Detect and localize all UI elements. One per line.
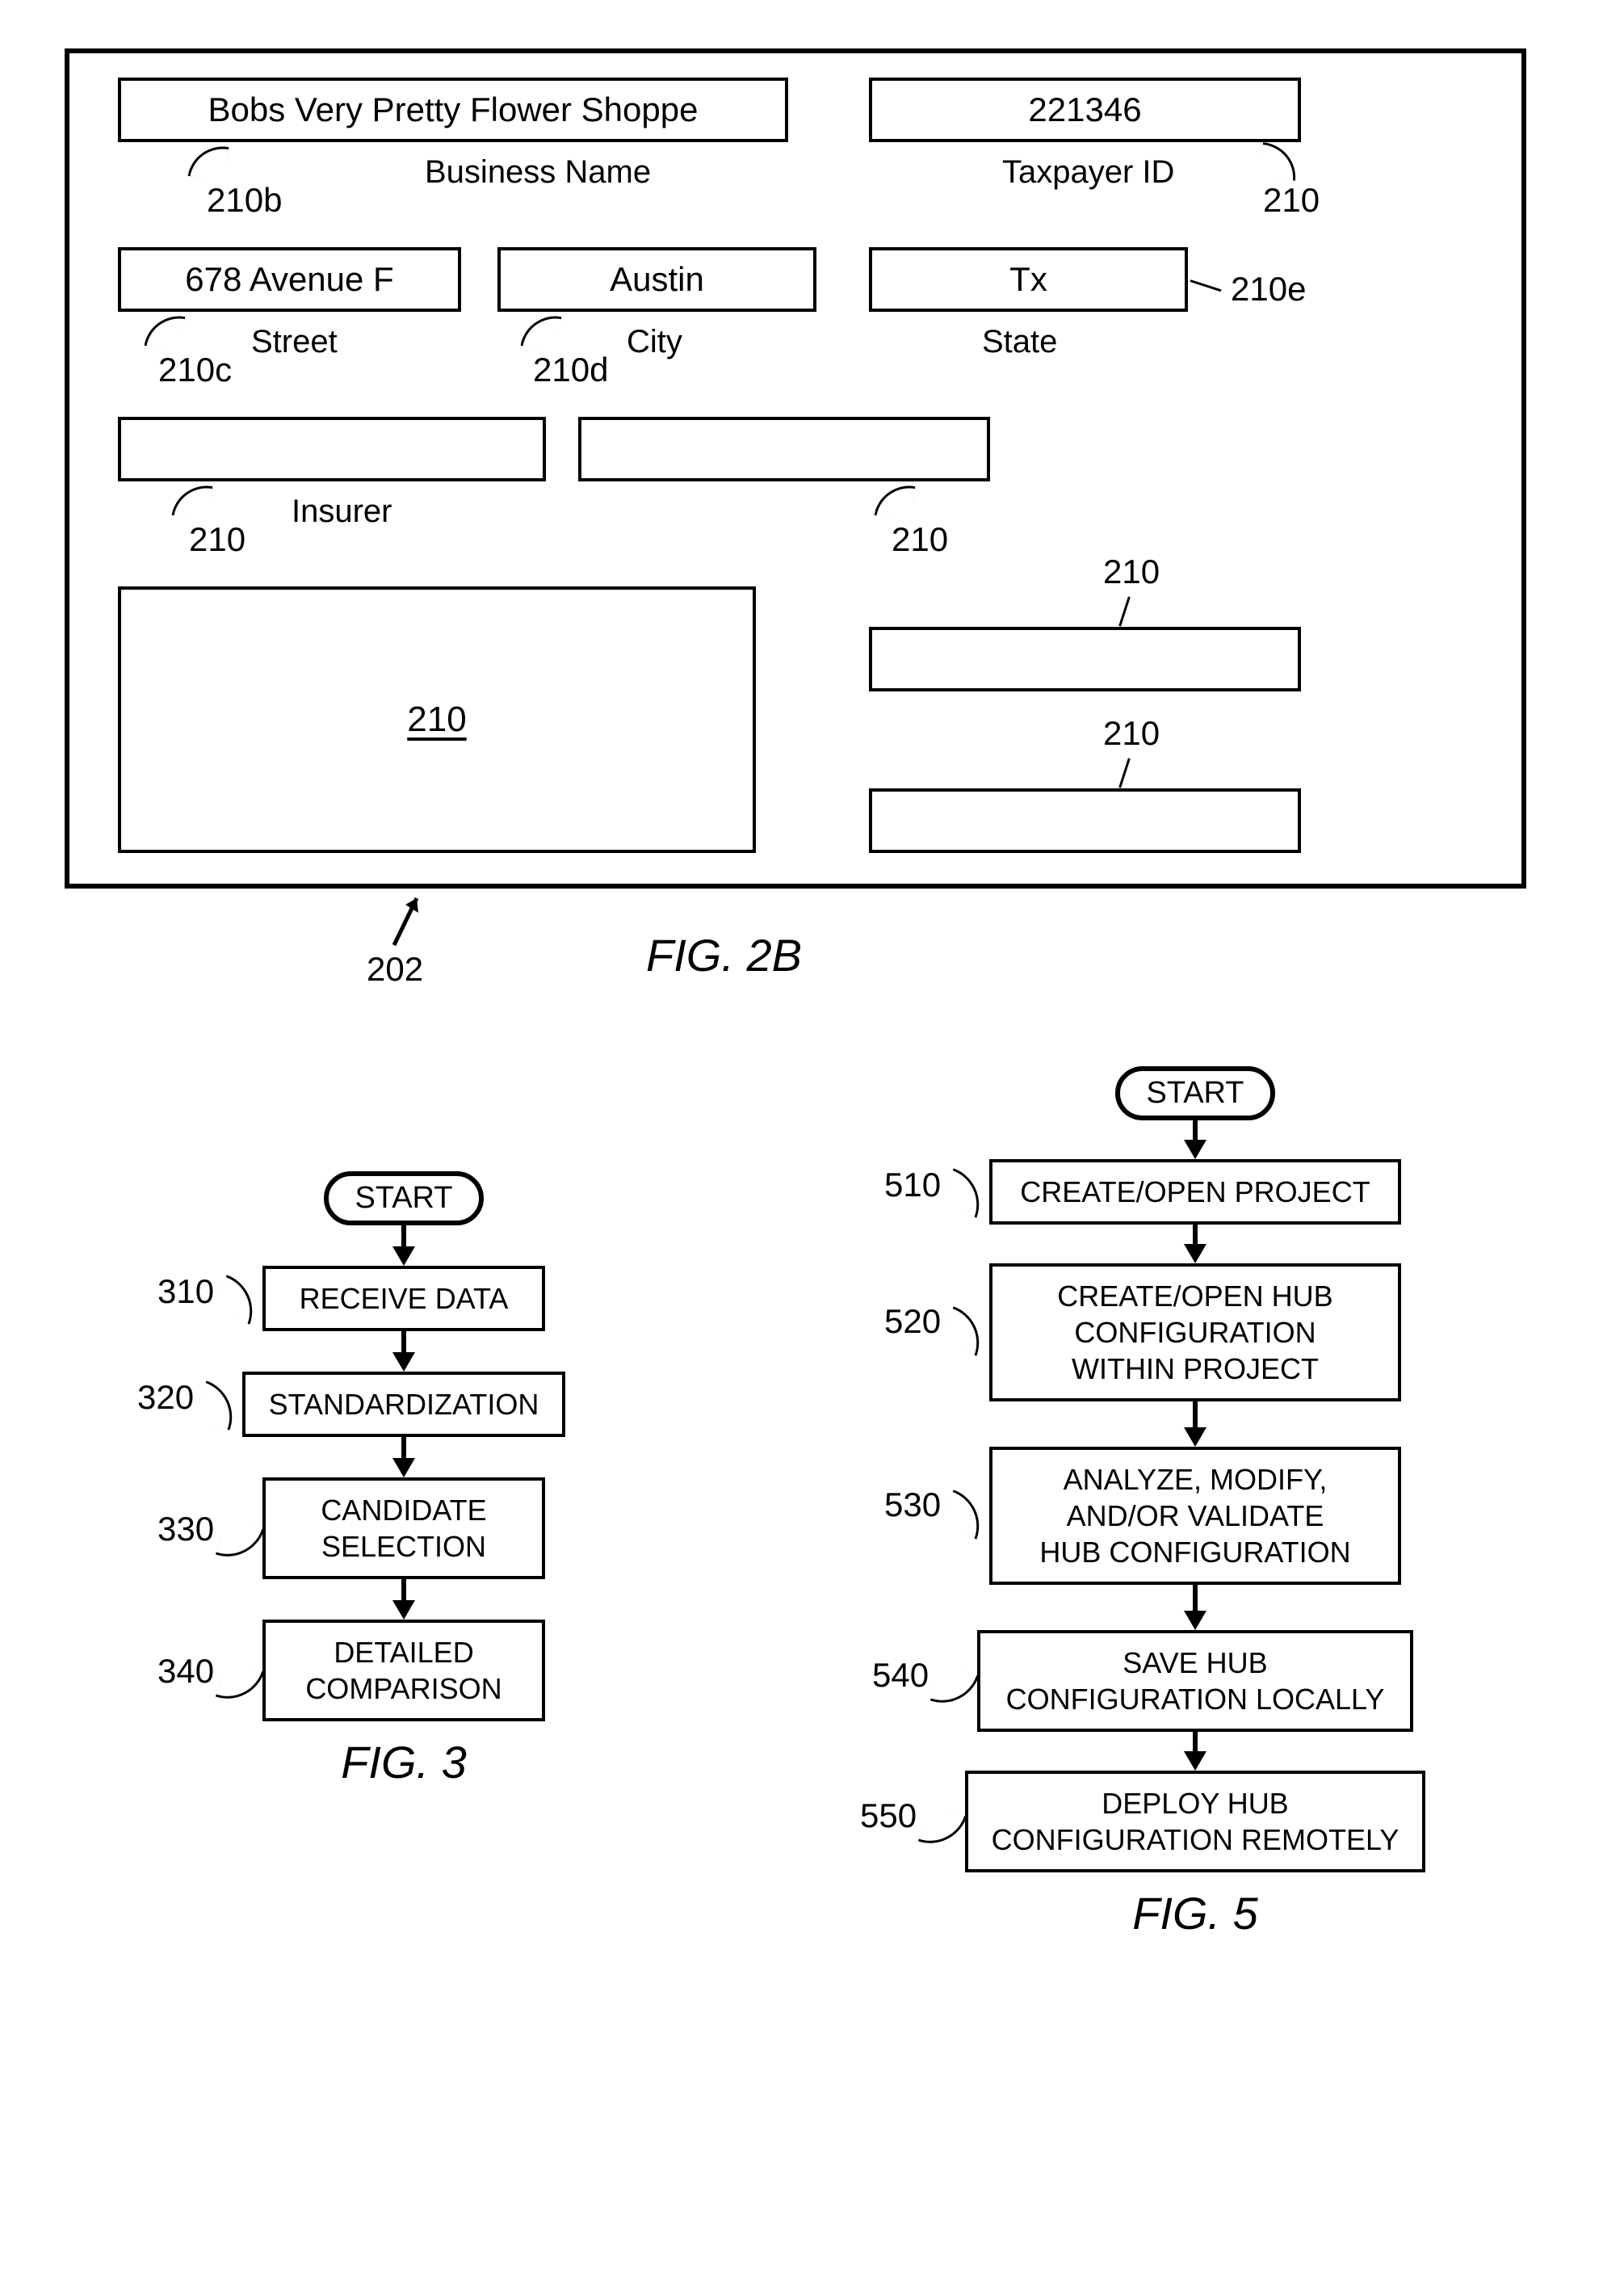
- city-field[interactable]: Austin: [497, 247, 816, 312]
- arrow-down-icon: [1193, 1225, 1198, 1246]
- side-box-2-ref: 210: [1103, 714, 1160, 753]
- insurer-field[interactable]: [118, 417, 546, 481]
- business-name-ref: 210b: [207, 181, 282, 220]
- side-box-1[interactable]: [869, 627, 1301, 691]
- taxpayer-id-ref: 210: [1263, 181, 1320, 220]
- arrow-head-icon: [1184, 1611, 1206, 1630]
- state-ref: 210e: [1231, 270, 1306, 309]
- process-standardization: STANDARDIZATION: [242, 1372, 565, 1437]
- arrow-head-icon: [392, 1352, 415, 1372]
- taxpayer-id-field[interactable]: 221346: [869, 78, 1301, 142]
- city-ref: 210d: [533, 351, 608, 389]
- fig3: START RECEIVE DATA 310 STANDARDIZATION 3…: [145, 1171, 662, 1939]
- arrow-head-icon: [1184, 1751, 1206, 1771]
- city-label: City: [627, 324, 682, 360]
- arrow-up-icon: [378, 889, 434, 953]
- side-box-2[interactable]: [869, 788, 1301, 853]
- ref-550: 550: [860, 1796, 917, 1835]
- fig5-column: START CREATE/OPEN PROJECT 510 CREATE/OPE…: [840, 1066, 1551, 1939]
- fig3-caption: FIG. 3: [145, 1736, 662, 1788]
- leader-icon: [940, 1168, 990, 1218]
- arrow-down-icon: [1193, 1585, 1198, 1612]
- process-analyze-validate: ANALYZE, MODIFY, AND/OR VALIDATE HUB CON…: [989, 1447, 1401, 1585]
- leader-icon: [940, 1490, 990, 1540]
- ref-310: 310: [157, 1272, 214, 1311]
- state-label: State: [982, 324, 1057, 360]
- arrow-head-icon: [1184, 1244, 1206, 1263]
- leader-icon: [875, 481, 916, 522]
- arrow-down-icon: [1193, 1120, 1198, 1141]
- street-ref: 210c: [158, 351, 232, 389]
- taxpayer-id-label: Taxpayer ID: [1002, 154, 1174, 191]
- arrow-down-icon: [1193, 1401, 1198, 1429]
- fig3-column: START RECEIVE DATA 310 STANDARDIZATION 3…: [145, 1171, 662, 1788]
- arrow-down-icon: [401, 1225, 406, 1248]
- side-box-1-ref: 210: [1103, 553, 1160, 591]
- business-name-label: Business Name: [425, 154, 651, 191]
- process-candidate-selection: CANDIDATE SELECTION: [262, 1477, 545, 1579]
- fig2b-frame: Bobs Very Pretty Flower Shoppe Business …: [65, 48, 1526, 889]
- leader-icon: [216, 1660, 264, 1708]
- ref-540: 540: [872, 1656, 929, 1695]
- ref-530: 530: [884, 1485, 941, 1524]
- process-create-open-project: CREATE/OPEN PROJECT: [989, 1159, 1401, 1225]
- arrow-head-icon: [1184, 1427, 1206, 1447]
- fig2b-frame-ref: 202: [367, 950, 423, 989]
- fig5: START CREATE/OPEN PROJECT 510 CREATE/OPE…: [840, 1066, 1551, 1939]
- big-box-text: 210: [407, 700, 466, 740]
- arrow-down-icon: [401, 1331, 406, 1354]
- ref-520: 520: [884, 1302, 941, 1341]
- arrow-head-icon: [392, 1600, 415, 1620]
- fig2b-caption: FIG. 2B: [646, 929, 802, 981]
- leader-icon: [521, 311, 562, 352]
- leader-icon: [172, 481, 213, 522]
- state-field[interactable]: Tx: [869, 247, 1188, 312]
- leader-icon: [213, 1275, 263, 1325]
- blank-field-2[interactable]: [578, 417, 990, 481]
- insurer-ref: 210: [189, 520, 245, 559]
- ref-510: 510: [884, 1166, 941, 1204]
- arrow-head-icon: [392, 1458, 415, 1477]
- arrow-head-icon: [1184, 1140, 1206, 1159]
- leader-icon: [188, 141, 229, 183]
- start-terminator: START: [1115, 1066, 1274, 1120]
- fig2b-caption-row: 202 FIG. 2B: [65, 921, 1526, 1018]
- leader-icon: [1260, 142, 1299, 181]
- leader-icon: [216, 1518, 264, 1566]
- street-field[interactable]: 678 Avenue F: [118, 247, 461, 312]
- leader-icon: [193, 1380, 243, 1431]
- leader-icon: [930, 1664, 979, 1712]
- process-create-open-hub: CREATE/OPEN HUB CONFIGURATION WITHIN PRO…: [989, 1263, 1401, 1401]
- leader-icon: [145, 311, 186, 352]
- ref-330: 330: [157, 1510, 214, 1548]
- insurer-label: Insurer: [292, 494, 392, 530]
- fig5-caption: FIG. 5: [840, 1887, 1551, 1939]
- business-name-field[interactable]: Bobs Very Pretty Flower Shoppe: [118, 78, 788, 142]
- arrow-down-icon: [401, 1437, 406, 1460]
- start-terminator: START: [324, 1171, 483, 1225]
- arrow-down-icon: [401, 1579, 406, 1602]
- arrow-down-icon: [1193, 1732, 1198, 1753]
- leader-icon: [1118, 758, 1131, 788]
- street-label: Street: [251, 324, 338, 360]
- process-save-local: SAVE HUB CONFIGURATION LOCALLY: [977, 1630, 1413, 1732]
- process-detailed-comparison: DETAILED COMPARISON: [262, 1620, 545, 1721]
- process-deploy-remote: DEPLOY HUB CONFIGURATION REMOTELY: [965, 1771, 1425, 1872]
- big-box[interactable]: 210: [118, 586, 756, 853]
- ref-340: 340: [157, 1652, 214, 1691]
- leader-icon: [1118, 596, 1131, 626]
- leader-icon: [918, 1805, 967, 1853]
- flowcharts-row: START RECEIVE DATA 310 STANDARDIZATION 3…: [65, 1066, 1559, 1939]
- leader-icon: [940, 1306, 990, 1356]
- process-receive-data: RECEIVE DATA: [262, 1266, 545, 1331]
- arrow-head-icon: [392, 1246, 415, 1266]
- leader-icon: [1190, 279, 1222, 292]
- ref-320: 320: [137, 1378, 194, 1417]
- page: Bobs Very Pretty Flower Shoppe Business …: [65, 48, 1559, 1939]
- blank-field-2-ref: 210: [892, 520, 948, 559]
